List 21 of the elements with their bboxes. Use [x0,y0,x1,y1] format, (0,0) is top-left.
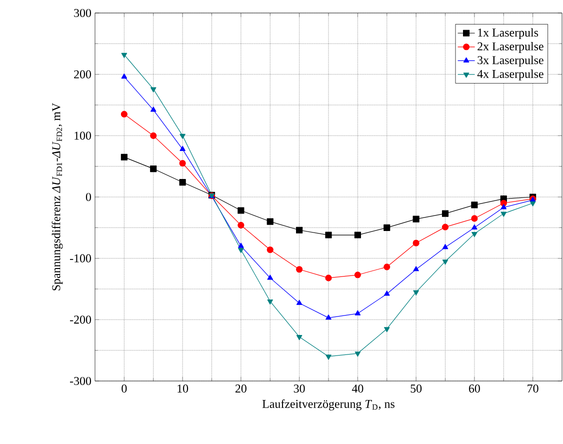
y-tick-label: 100 [74,132,92,140]
legend-label: 2x Laserpulse [478,42,544,53]
y-axis-title: Spannungsdifferenz ΔU$_{FD1}$-ΔU$_{FD2}$, mV [52,103,63,290]
y-tick-label: 300 [74,8,92,18]
x-tick-label: 20 [235,384,246,393]
x-tick-label: 30 [294,384,305,393]
x-tick-label: 0 [122,384,127,393]
y-tick-label: -100 [70,254,92,262]
legend-label: 4x Laserpulse [477,70,544,80]
x-tick-label: 50 [410,384,422,393]
y-tick-label: 200 [74,70,92,78]
x-tick-label: 60 [468,384,480,393]
y-tick-label: 0 [86,192,92,202]
x-tick-label: 10 [178,384,188,393]
y-tick-label: -200 [70,316,92,324]
x-tick-label: 40 [352,384,364,393]
x-axis-title: Laufzeitverzögerung T$_{D}$, ns [262,399,394,410]
legend-label: 3x Laserpulse [478,56,544,67]
legend-label: 1x Laserpuls [478,28,538,40]
x-tick-label: 70 [528,384,538,393]
y-tick-label: -300 [70,376,92,386]
